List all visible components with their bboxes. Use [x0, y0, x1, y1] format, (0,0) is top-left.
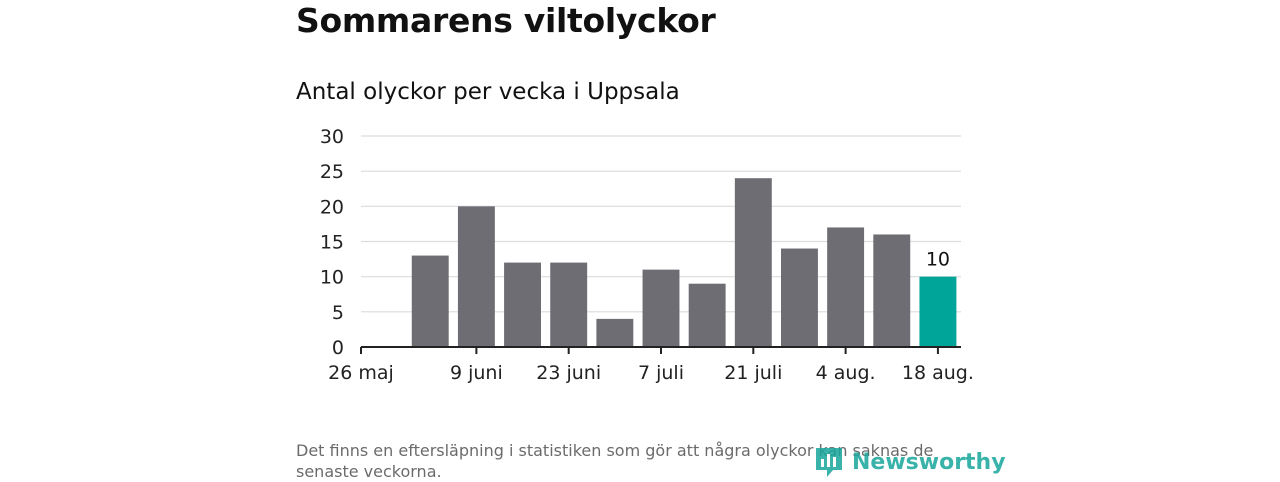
- y-axis-ticks: 0 5 10 15 20 25 30: [320, 126, 344, 359]
- bar: [781, 248, 818, 347]
- bar: [411, 255, 449, 347]
- x-tick-label: 9 juni: [450, 362, 503, 384]
- footnote: Det finns en eftersläpning i statistiken…: [296, 441, 934, 481]
- bars: [411, 178, 957, 347]
- data-label: 10: [926, 249, 950, 271]
- x-tick-label: 21 juli: [724, 362, 782, 384]
- logo-text: Newsworthy: [852, 449, 1006, 475]
- data-labels: 10: [926, 249, 950, 271]
- newsworthy-logo[interactable]: Newsworthy: [814, 444, 1006, 480]
- chart-title: Sommarens viltolyckor: [296, 1, 716, 40]
- x-tick-label: 26 maj: [328, 362, 394, 384]
- y-tick-label: 0: [332, 337, 344, 359]
- y-tick-label: 10: [320, 267, 344, 289]
- x-tick-label: 23 juni: [536, 362, 601, 384]
- x-axis-ticks: 26 maj 9 juni 23 juni 7 juli 21 juli 4 aug. 18…: [328, 347, 974, 384]
- bar-chart-chat-icon: [816, 448, 842, 477]
- bar: [596, 318, 634, 347]
- bar: [827, 227, 865, 347]
- bar: [504, 262, 541, 347]
- chart-subtitle: Antal olyckor per vecka i Uppsala: [296, 79, 680, 105]
- x-tick-label: 18 aug.: [902, 362, 974, 384]
- y-tick-label: 5: [332, 302, 344, 324]
- bar: [688, 283, 726, 347]
- y-tick-label: 25: [320, 161, 344, 183]
- bar: [642, 269, 680, 347]
- bar: [550, 262, 588, 347]
- x-tick-label: 4 aug.: [816, 362, 876, 384]
- y-tick-label: 15: [320, 232, 344, 254]
- bar: [457, 206, 495, 347]
- bar: [873, 234, 911, 347]
- x-tick-label: 7 juli: [638, 362, 684, 384]
- bar: [734, 178, 772, 347]
- y-tick-label: 20: [320, 196, 344, 218]
- bar: [919, 276, 957, 347]
- y-tick-label: 30: [320, 126, 344, 148]
